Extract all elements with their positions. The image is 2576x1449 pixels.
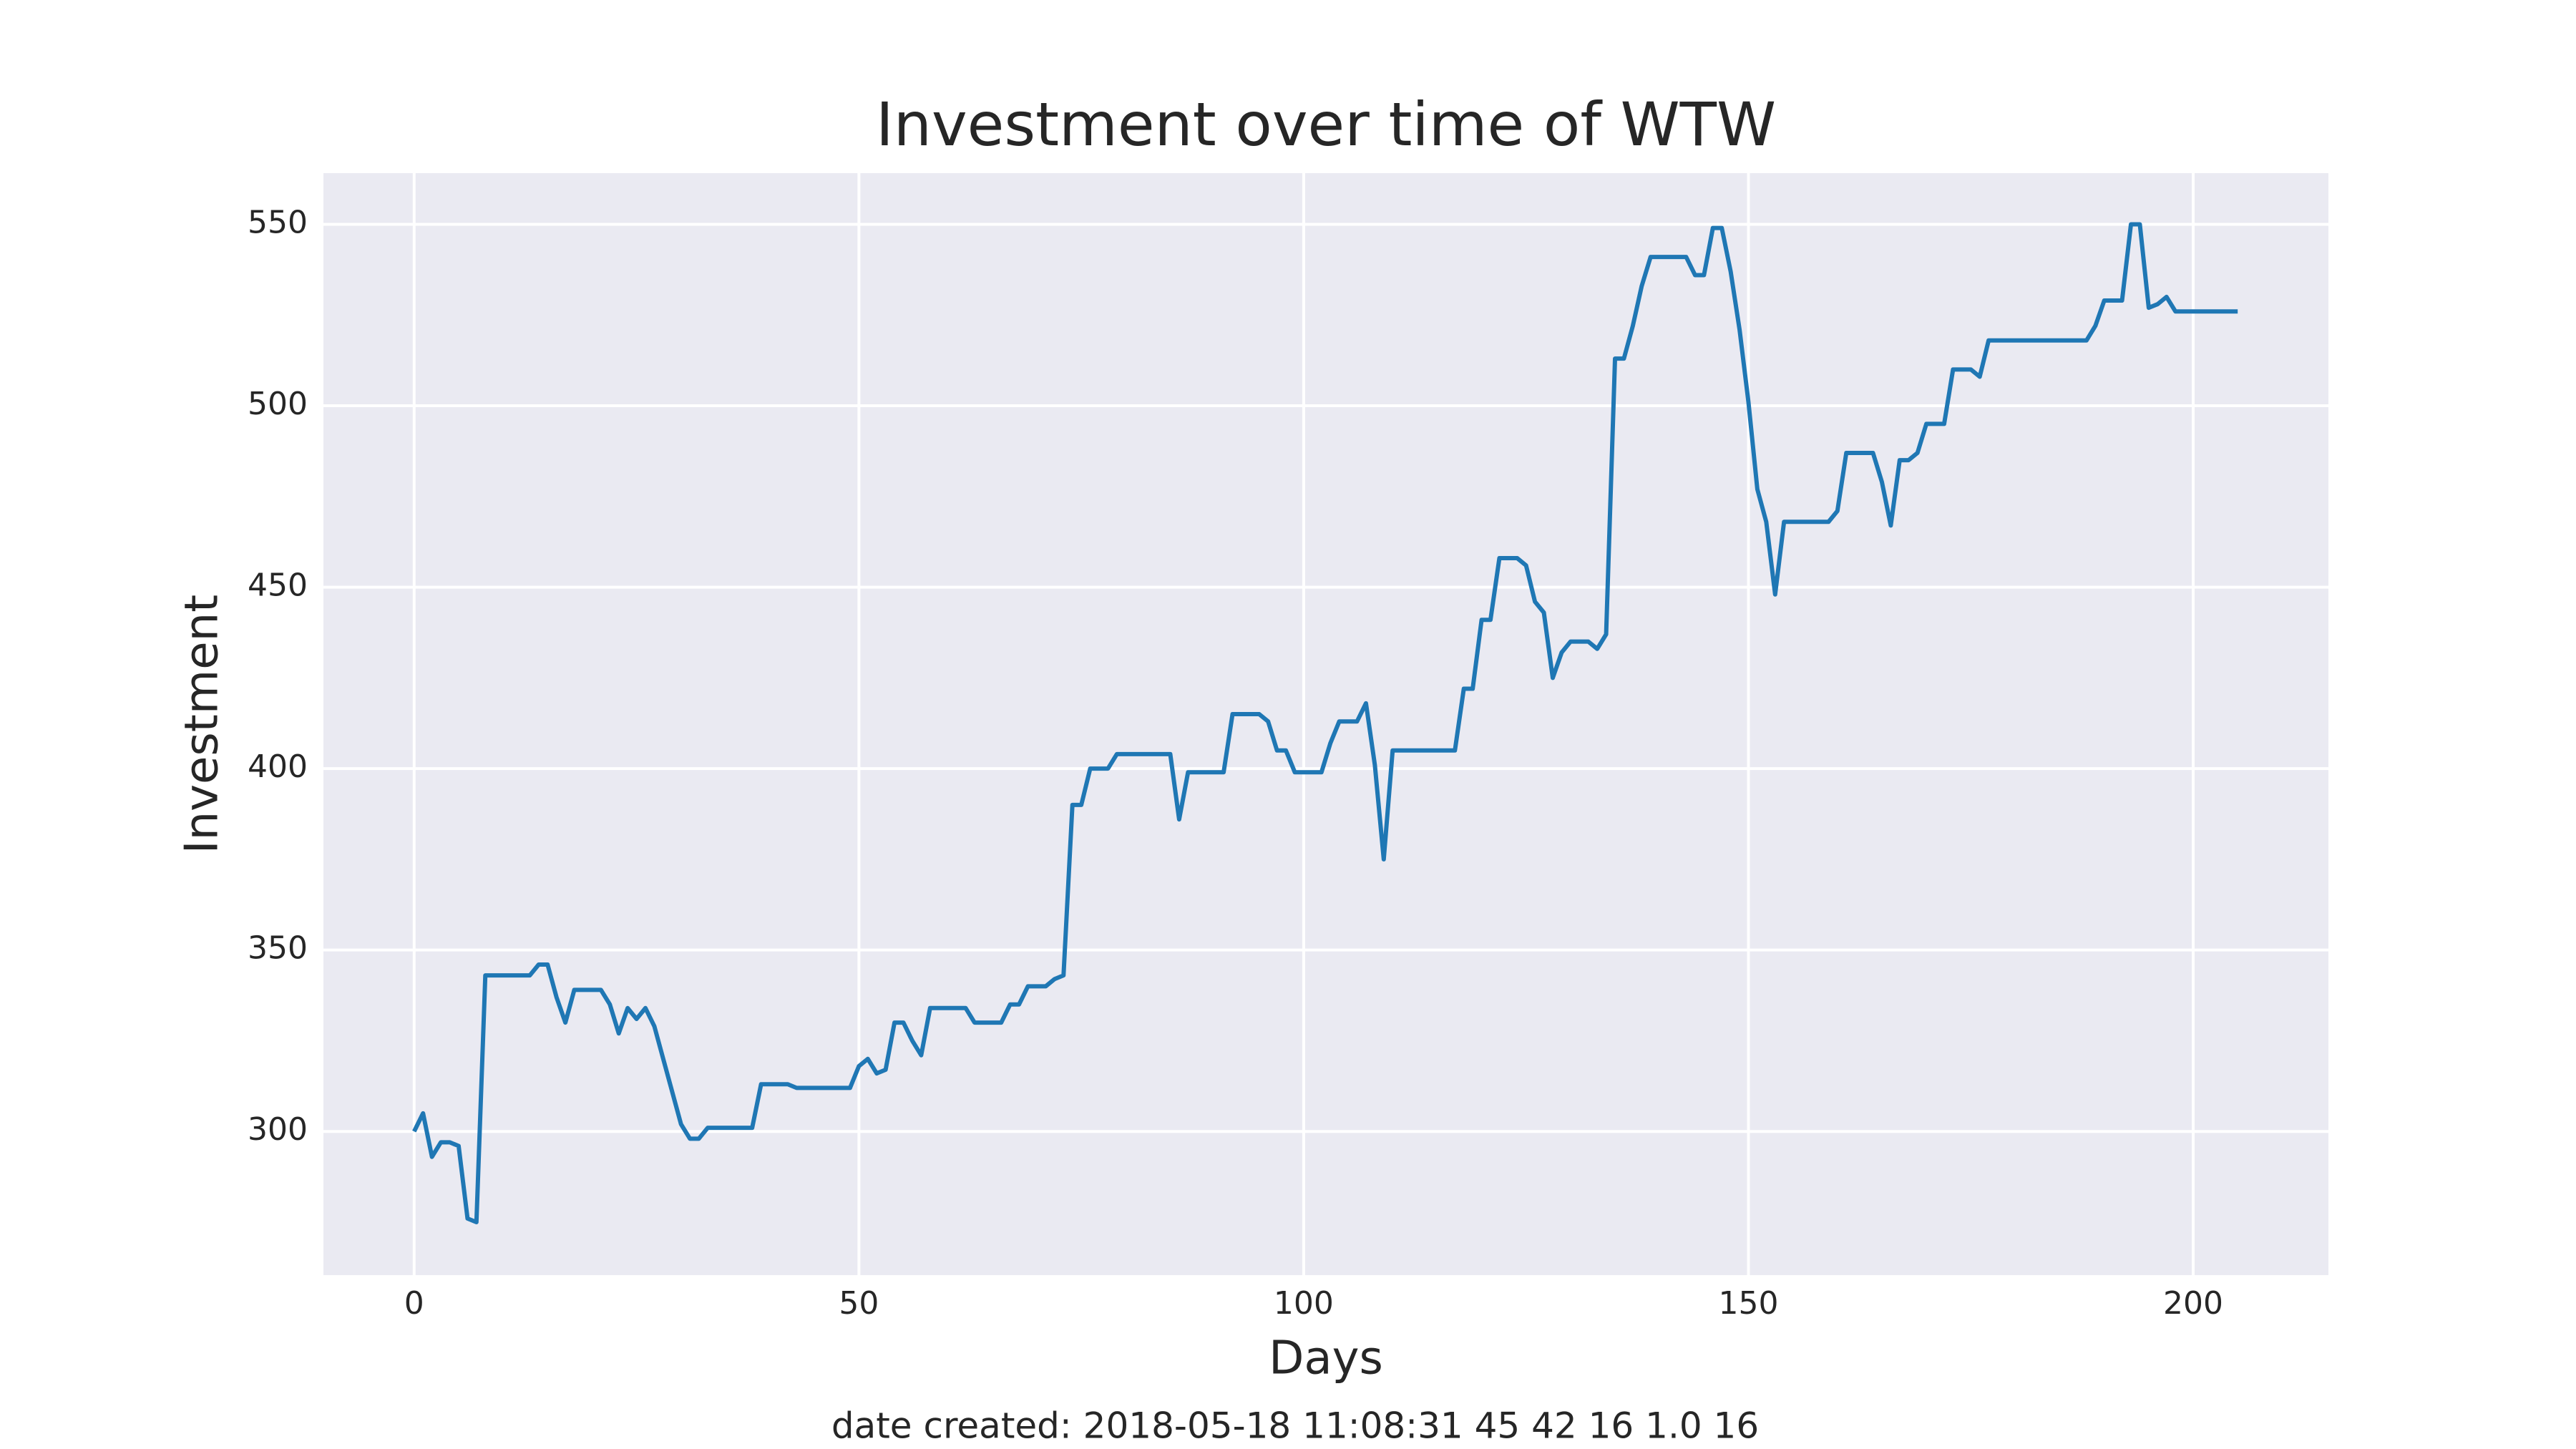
x-tick-label: 0 — [404, 1285, 424, 1322]
y-tick-label: 350 — [248, 930, 308, 967]
plot-area — [323, 173, 2328, 1275]
y-tick-label: 400 — [248, 748, 308, 785]
data-line — [412, 222, 2238, 1224]
footnote: date created: 2018-05-18 11:08:31 45 42 … — [831, 1405, 1759, 1447]
y-tick-label: 550 — [248, 204, 308, 240]
x-tick-label: 50 — [839, 1285, 879, 1322]
x-axis-label: Days — [1269, 1332, 1383, 1385]
y-tick-label: 300 — [248, 1111, 308, 1148]
x-tick-label: 100 — [1274, 1285, 1334, 1322]
x-tick-label: 200 — [2163, 1285, 2223, 1322]
y-axis-label: Investment — [176, 595, 229, 854]
y-tick-label: 450 — [248, 567, 308, 604]
y-tick-label: 500 — [248, 386, 308, 422]
x-tick-label: 150 — [1718, 1285, 1778, 1322]
chart-title: Investment over time of WTW — [876, 89, 1776, 160]
